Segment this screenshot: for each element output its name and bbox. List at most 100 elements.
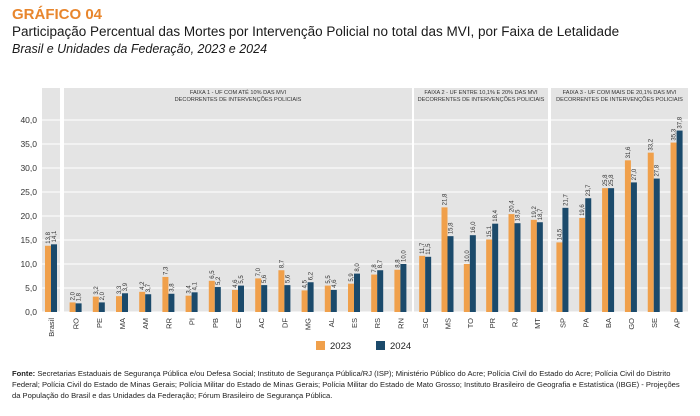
value-label-2024: 16,0: [471, 221, 477, 233]
legend-label-2024: 2024: [390, 341, 411, 352]
value-label-2024: 4,1: [193, 281, 199, 290]
bar-2023: [232, 289, 238, 312]
x-tick-label: SP: [558, 318, 567, 328]
x-tick-label: RR: [164, 317, 173, 328]
value-label-2024: 23,7: [586, 184, 592, 196]
value-label-2024: 1,8: [77, 292, 83, 301]
group-title: FAIXA 2 - UF ENTRE 10,1% E 20% DAS MVI: [424, 90, 538, 96]
value-label-2023: 7,3: [163, 266, 169, 275]
value-label-2023: 8,7: [279, 259, 285, 268]
bar-2023: [301, 290, 308, 312]
value-label-2024: 10,0: [401, 250, 407, 262]
group-title: FAIXA 1 - UF COM ATÉ 10% DAS MVI: [190, 89, 287, 96]
source-label: Fonte:: [12, 369, 36, 378]
bar-2024: [261, 285, 268, 312]
value-label-2024: 21,7: [563, 193, 569, 205]
x-tick-label: PI: [188, 318, 197, 325]
legend-swatch-2024: [376, 341, 385, 350]
source-note: Fonte: Secretarias Estaduais de Seguranç…: [12, 368, 690, 402]
bar-2023: [348, 283, 354, 312]
bar-2024: [653, 178, 660, 312]
value-label-2024: 37,8: [678, 116, 684, 128]
value-label-2024: 8,7: [378, 259, 384, 268]
value-label-2023: 33,2: [649, 138, 655, 150]
x-tick-label: GO: [627, 318, 636, 330]
group-title: FAIXA 3 - UF COM MAIS DE 20,1% DAS MVI: [563, 90, 677, 96]
x-tick-label: RJ: [511, 318, 520, 327]
bar-2024: [122, 293, 128, 312]
bar-2023: [530, 219, 537, 312]
x-tick-label: AP: [673, 318, 682, 328]
bar-2023: [185, 295, 192, 312]
value-label-2024: 11,5: [426, 243, 432, 255]
value-label-2023: 14,5: [557, 228, 563, 240]
value-label-2024: 8,0: [355, 263, 361, 272]
value-label-2023: 15,1: [487, 225, 493, 237]
bar-2024: [145, 294, 152, 312]
x-tick-label: TO: [466, 318, 475, 328]
y-tick-label: 15,0: [20, 235, 37, 245]
x-tick-label: MT: [533, 318, 542, 329]
bar-2023: [602, 188, 609, 312]
bar-2024: [307, 282, 314, 312]
x-tick-label: PA: [581, 318, 590, 327]
x-tick-label: PB: [211, 318, 220, 328]
value-label-2023: 3,3: [117, 285, 123, 294]
y-tick-label: 5,0: [25, 283, 37, 293]
value-label-2023: 19,6: [580, 204, 586, 216]
bar-2023: [508, 214, 515, 312]
bar-2023: [486, 239, 493, 312]
bar-2024: [214, 287, 221, 312]
panel-background-2: [414, 88, 548, 312]
group-title: DECORRENTES DE INTERVENÇÕES POLICIAIS: [556, 96, 683, 103]
panel-background-3: [551, 88, 688, 312]
x-tick-label: Brasil: [47, 318, 56, 337]
x-tick-label: AL: [327, 318, 336, 327]
bar-2024: [630, 182, 637, 312]
x-tick-label: BA: [604, 318, 613, 328]
legend-label-2023: 2023: [330, 341, 351, 352]
x-tick-label: AM: [141, 318, 150, 329]
bar-2023: [441, 207, 448, 312]
bar-2024: [608, 188, 615, 312]
chart-subtitle: Brasil e Unidades da Federação, 2023 e 2…: [12, 42, 268, 56]
value-label-2023: 20,4: [510, 200, 516, 212]
value-label-2024: 25,8: [609, 174, 615, 186]
chart-title: Participação Percentual das Mortes por I…: [12, 24, 620, 39]
bar-2024: [447, 236, 454, 312]
bar-2023: [92, 296, 99, 312]
bar-2024: [354, 273, 360, 312]
value-label-2023: 21,8: [443, 193, 449, 205]
bar-2024: [377, 270, 384, 312]
value-label-2024: 15,8: [449, 222, 455, 234]
bar-2023: [371, 274, 378, 312]
value-label-2024: 5,6: [262, 274, 268, 283]
bar-2024: [330, 289, 337, 312]
bar-2023: [624, 160, 631, 312]
value-label-2023: 5,5: [326, 275, 332, 284]
value-label-2024: 3,9: [123, 282, 129, 291]
bar-2023: [394, 269, 401, 312]
x-tick-label: PE: [95, 318, 104, 328]
value-label-2023: 7,0: [256, 267, 262, 276]
bar-2024: [425, 256, 432, 312]
bar-2024: [676, 130, 683, 312]
bar-2023: [116, 296, 122, 312]
bar-2024: [400, 264, 407, 312]
value-label-2023: 4,6: [233, 279, 239, 288]
value-label-2024: 18,7: [538, 208, 544, 220]
x-tick-label: SC: [421, 317, 430, 328]
bar-2023: [324, 285, 331, 312]
value-label-2023: 2,0: [71, 291, 77, 300]
bar-2024: [51, 244, 57, 312]
value-label-2023: 19,2: [532, 205, 538, 217]
bar-2023: [139, 291, 146, 312]
value-label-2024: 3,7: [146, 283, 152, 292]
source-text: Secretarias Estaduais de Segurança Públi…: [12, 369, 680, 401]
bar-2023: [556, 242, 563, 312]
figure-label: GRÁFICO 04: [12, 6, 103, 23]
y-tick-label: 30,0: [20, 163, 37, 173]
value-label-2024: 27,0: [632, 168, 638, 180]
bar-2024: [492, 223, 499, 312]
